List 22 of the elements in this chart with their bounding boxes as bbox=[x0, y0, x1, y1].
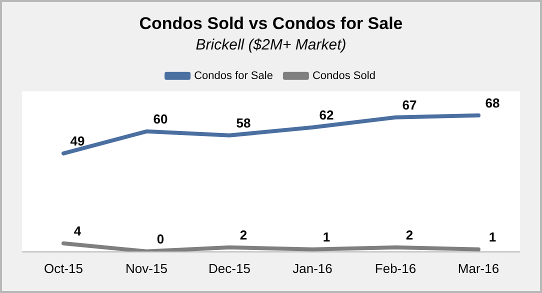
data-label: 49 bbox=[70, 133, 85, 148]
data-label: 2 bbox=[406, 227, 414, 242]
x-tick-label: Mar-16 bbox=[458, 260, 500, 276]
data-label: 1 bbox=[488, 229, 496, 244]
legend-label: Condos Sold bbox=[312, 70, 376, 82]
data-label: 58 bbox=[236, 115, 251, 130]
x-tick-label: Feb-16 bbox=[374, 260, 416, 276]
data-label: 1 bbox=[322, 229, 330, 244]
data-label: 67 bbox=[402, 97, 417, 112]
data-label: 2 bbox=[240, 227, 248, 242]
x-tick-label: Nov-15 bbox=[126, 260, 168, 276]
x-tick-label: Dec-15 bbox=[208, 260, 250, 276]
chart-subtitle: Brickell ($2M+ Market) bbox=[196, 36, 346, 54]
x-tick-label: Jan-16 bbox=[292, 260, 332, 276]
data-label: 0 bbox=[156, 231, 164, 246]
data-label: 4 bbox=[74, 223, 82, 238]
data-label: 68 bbox=[485, 95, 500, 110]
data-label: 60 bbox=[153, 111, 168, 126]
x-tick-label: Oct-15 bbox=[44, 260, 84, 276]
legend-label: Condos for Sale bbox=[194, 70, 273, 82]
data-label: 62 bbox=[319, 107, 334, 122]
chart-title: Condos Sold vs Condos for Sale bbox=[139, 14, 403, 33]
